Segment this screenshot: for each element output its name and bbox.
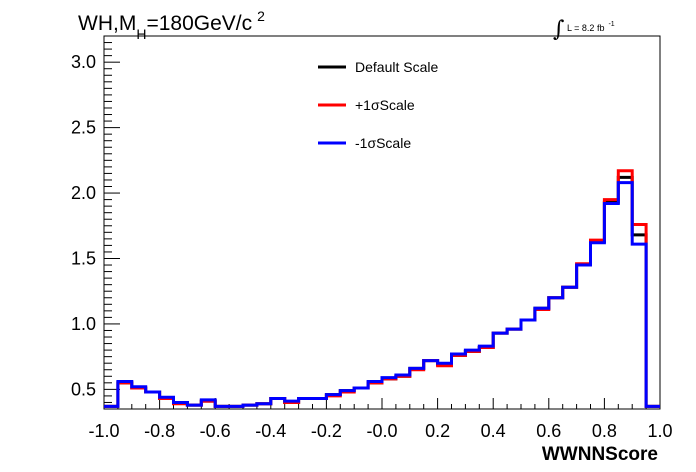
integral-symbol: ∫: [553, 17, 565, 42]
y-tick-label: 1.0: [71, 314, 96, 334]
lumi-text: L = 8.2 fb -1: [567, 21, 615, 33]
x-tick-label: -0.6: [200, 421, 231, 441]
y-tick-label: 1.5: [71, 248, 96, 268]
x-tick-label: -0.2: [311, 421, 342, 441]
x-tick-label: -0.8: [144, 421, 175, 441]
y-tick-labels: 0.5 1.0 1.5 2.0 2.5 3.0: [71, 52, 96, 399]
series-group: [104, 169, 660, 408]
y-tick-label: 3.0: [71, 52, 96, 72]
x-tick-label: 0.2: [425, 421, 450, 441]
title-rest: =180GeV/c: [146, 12, 252, 35]
lumi-value: L = 8.2 fb: [567, 23, 604, 33]
series-line: [104, 181, 660, 408]
y-tick-label: 2.0: [71, 183, 96, 203]
y-tick-label: 2.5: [71, 118, 96, 138]
title-subscript: H: [136, 26, 146, 42]
x-tick-labels: -1.0 -0.8 -0.6 -0.4 -0.2 -0.0 0.2 0.4 0.6 0.8 1.0: [88, 421, 672, 441]
x-tick-label: -0.4: [255, 421, 286, 441]
x-tick-label: -0.0: [366, 421, 397, 441]
series-3: [104, 181, 660, 408]
x-tick-label: 0.4: [481, 421, 506, 441]
lumi-label: ∫ L = 8.2 fb -1: [553, 17, 615, 42]
lumi-superscript: -1: [608, 21, 614, 28]
x-tick-label: 0.8: [592, 421, 617, 441]
x-tick-label: 0.6: [536, 421, 561, 441]
legend-label: -1σScale: [355, 135, 411, 151]
legend-label: Default Scale: [355, 59, 438, 75]
y-tick-label: 0.5: [71, 379, 96, 399]
x-tick-label: -1.0: [88, 421, 119, 441]
x-axis-label: WWNNScore: [542, 444, 658, 465]
title-superscript: 2: [257, 8, 265, 24]
chart-title: WH,MH=180GeV/c 2: [78, 8, 265, 42]
x-tick-label: 1.0: [647, 421, 672, 441]
legend: Default Scale +1σScale -1σScale: [318, 59, 438, 151]
title-main: WH,M: [78, 12, 136, 35]
legend-label: +1σScale: [355, 97, 415, 113]
